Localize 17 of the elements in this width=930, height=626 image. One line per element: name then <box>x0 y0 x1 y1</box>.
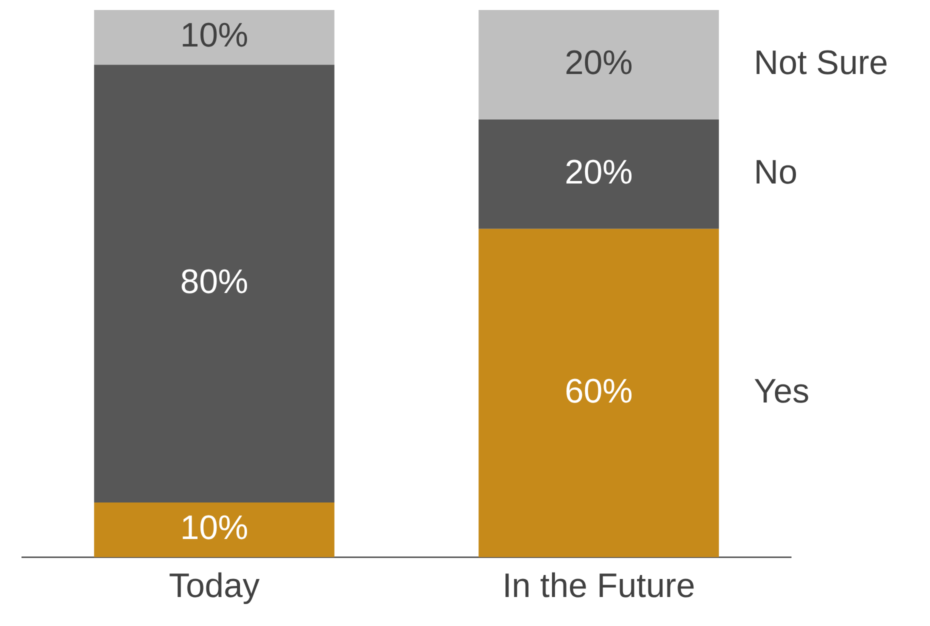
bar <box>478 119 719 229</box>
data-label: 20% <box>564 44 633 82</box>
bar <box>478 228 719 558</box>
series-label: Not Sure <box>754 44 888 82</box>
bar <box>94 64 334 502</box>
data-label: 10% <box>180 509 248 548</box>
data-label: 60% <box>564 372 633 410</box>
x-tick-label: Today <box>168 566 260 605</box>
data-label: 10% <box>180 16 248 55</box>
series-label: Yes <box>754 372 810 410</box>
bar <box>94 502 334 558</box>
data-label: 20% <box>564 154 633 192</box>
series-label: No <box>754 154 798 192</box>
data-label: 80% <box>180 262 248 301</box>
bar <box>478 10 719 120</box>
x-tick-label: In the Future <box>502 566 696 605</box>
bar <box>94 10 334 65</box>
